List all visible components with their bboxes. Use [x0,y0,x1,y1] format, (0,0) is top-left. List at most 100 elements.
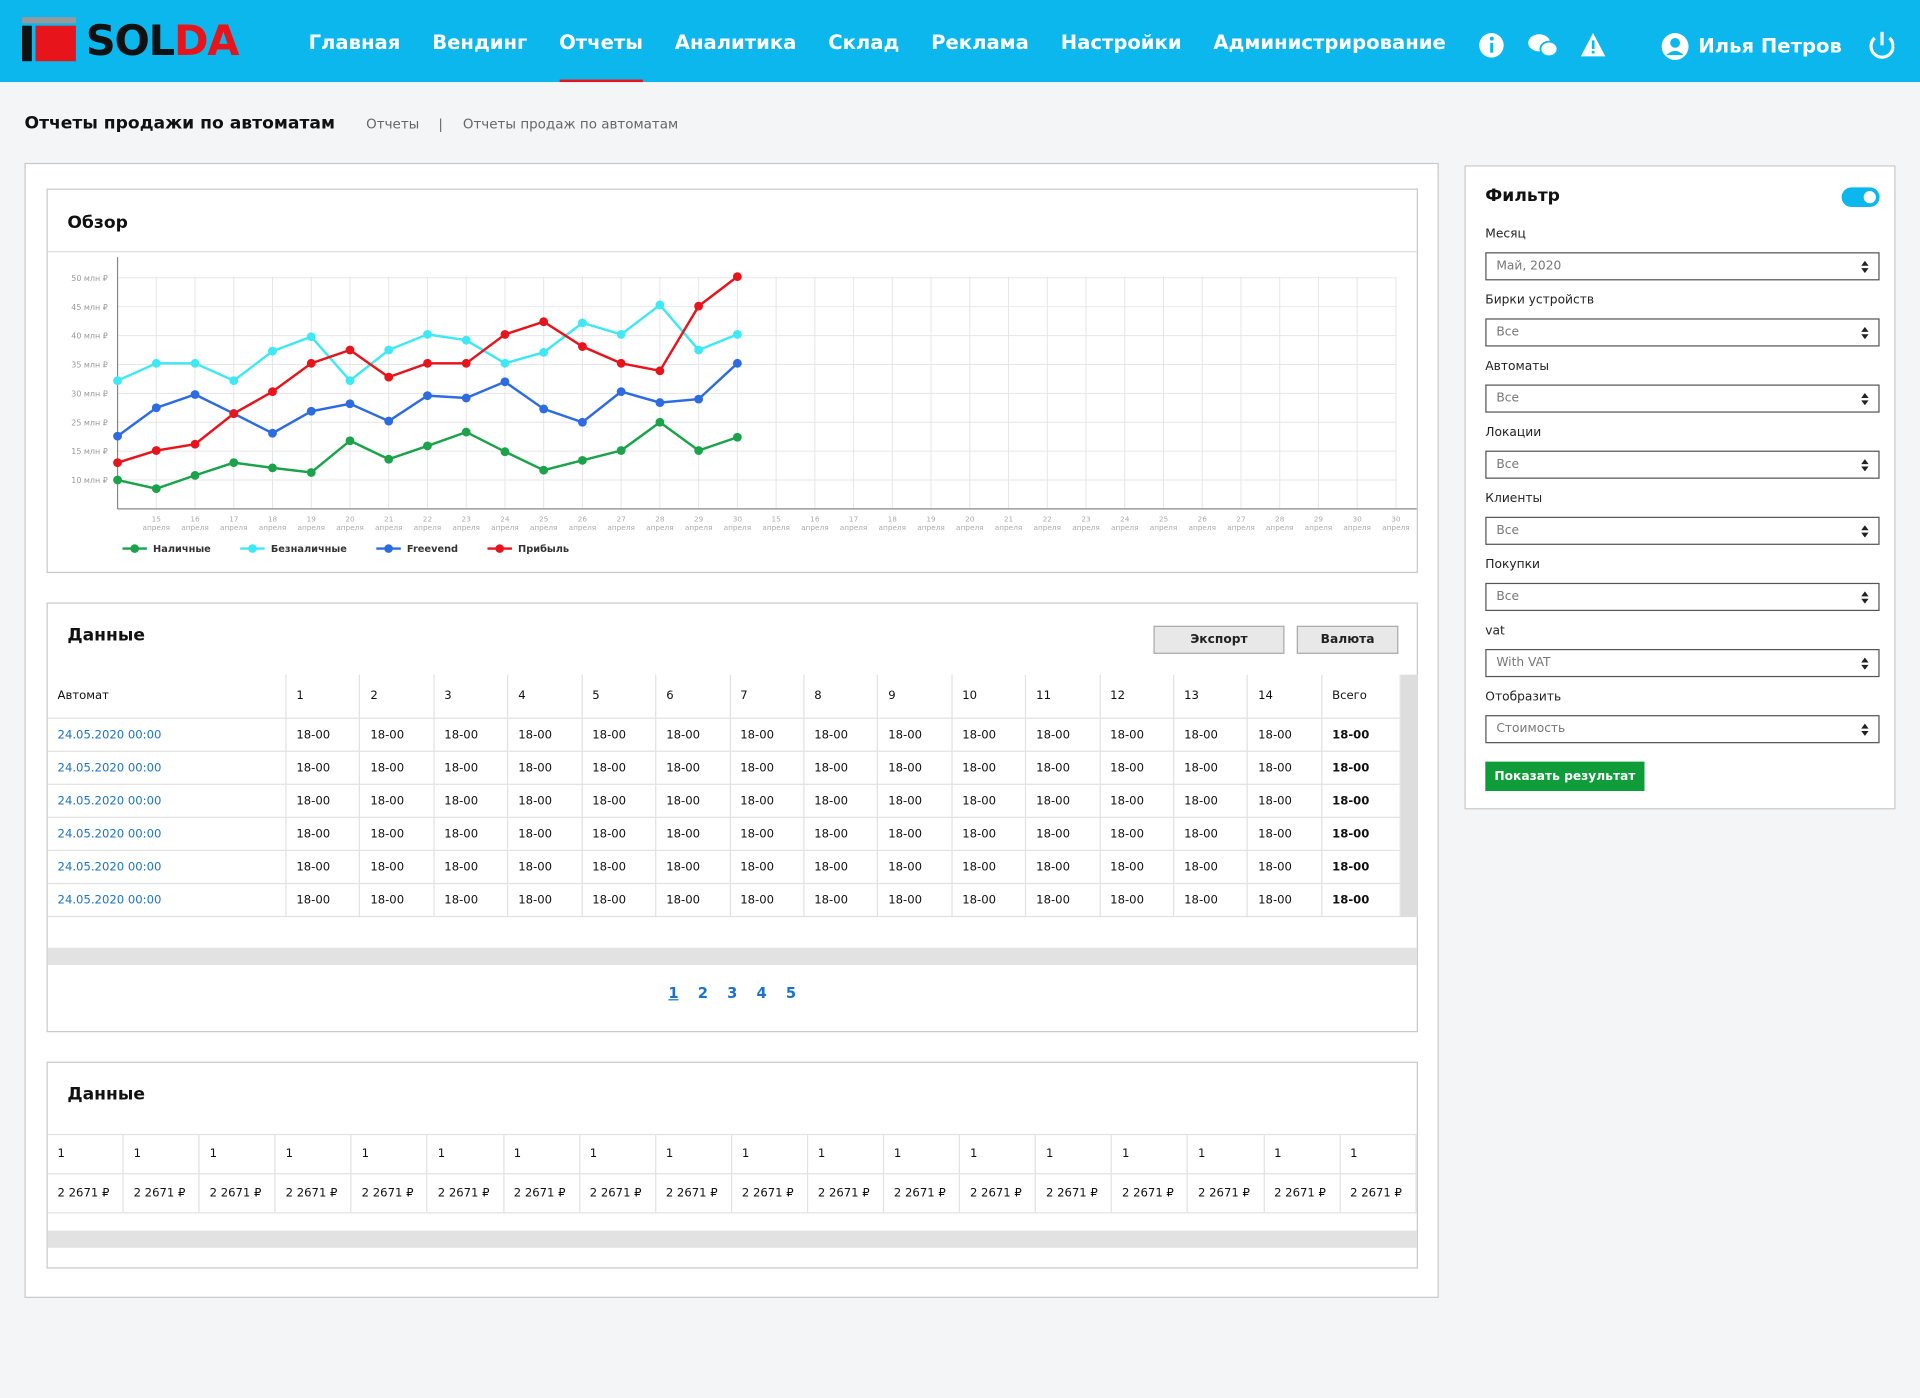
currency-button[interactable]: Валюта [1296,625,1399,654]
table-cell: 2 2671 ₽ [579,1174,657,1214]
data-point [113,458,122,468]
select[interactable]: Все [1485,582,1880,612]
table-cell: 18-00 [1174,817,1249,852]
table-cell: 18-00 [286,718,361,752]
nav-item[interactable]: Вендинг [432,30,528,54]
row-link[interactable]: 24.05.2020 00:00 [47,817,287,852]
nav-item[interactable]: Отчеты [559,31,644,83]
data-point [578,455,587,465]
x-tick-label: 18 [268,515,278,524]
data-point [345,436,355,446]
data-point [384,416,394,426]
page-link[interactable]: 2 [697,984,708,1002]
nav-item[interactable]: Склад [828,30,900,54]
data-point [384,372,394,382]
x-tick-label: 27 [616,515,626,524]
table-cell: 18-00 [952,884,1027,918]
row-link[interactable]: 24.05.2020 00:00 [47,784,287,818]
table-cell: 18-00 [878,718,953,752]
data-point [306,358,316,368]
page-link[interactable]: 1 [668,984,679,1002]
scrollbar[interactable] [47,1230,1417,1248]
row-link[interactable]: 24.05.2020 00:00 [47,884,287,918]
scrollbar[interactable] [1400,674,1418,918]
x-tick-sublabel: апреля [801,523,829,532]
table-cell: 18-00 [1026,817,1101,852]
table-cell: 2 2671 ₽ [427,1174,504,1214]
nav-item[interactable]: Настройки [1060,30,1182,54]
data-point [732,272,742,282]
page-link[interactable]: 3 [727,984,738,1002]
table-cell: 1 [732,1135,809,1175]
row-link[interactable]: 24.05.2020 00:00 [47,751,287,785]
select[interactable]: Все [1485,450,1880,479]
table-cell: 18-00 [952,784,1027,818]
table-cell: 18-00 [730,751,805,785]
x-tick-sublabel: апреля [1382,523,1410,532]
table-cell: 18-00 [1174,751,1249,785]
table-cell: 18-00 [878,751,953,785]
row-link[interactable]: 24.05.2020 00:00 [47,718,287,752]
select-value: Все [1496,391,1519,406]
select[interactable]: Все [1485,516,1880,545]
nav-item[interactable]: Аналитика [674,30,797,54]
x-tick-label: 19 [307,515,317,524]
x-tick-sublabel: апреля [1227,523,1255,532]
nav-item[interactable]: Администрирование [1213,30,1446,54]
select[interactable]: With VAT [1485,648,1880,678]
select-arrows [1861,260,1869,274]
table-cell: 18-00 [286,784,361,818]
table-cell: 1 [1264,1135,1341,1175]
table-cell: 18-00 [804,817,879,852]
data-point [151,484,161,494]
data-point [345,376,355,386]
legend-item: Безналичные [240,544,347,555]
table-cell: 18-00 [952,817,1027,852]
row-link[interactable]: 24.05.2020 00:00 [47,851,287,885]
table-cell: 1 [351,1135,428,1175]
table-cell: 18-00 [1100,784,1175,818]
logo[interactable]: SOLDA [86,17,240,66]
filter-toggle[interactable] [1841,187,1880,207]
x-tick-sublabel: апреля [917,523,945,532]
table-cell: 2 2671 ₽ [47,1174,124,1214]
card-title: Данные [67,625,146,646]
x-tick-sublabel: апреля [143,523,171,532]
select[interactable]: Стоимость [1485,715,1880,744]
select[interactable]: Все [1485,384,1880,413]
export-button[interactable]: Экспорт [1153,625,1285,654]
page-link[interactable]: 5 [785,984,797,1002]
nav-item[interactable]: Главная [308,30,401,54]
data-point [151,403,161,413]
x-tick-sublabel: апреля [220,523,248,532]
data-point [500,330,510,339]
table-cell: 18-00 [1174,851,1249,885]
select[interactable]: Все [1485,318,1880,347]
table-cell: 18-00 [582,817,657,852]
user-name[interactable]: Илья Петров [1698,34,1842,58]
column-header: 9 [878,674,953,719]
submit-button[interactable]: Показать результат [1485,761,1645,792]
table-cell: 2 2671 ₽ [1188,1174,1265,1214]
x-tick-sublabel: апреля [1033,523,1061,532]
nav-item[interactable]: Реклама [931,30,1029,54]
x-tick-sublabel: апреля [1343,523,1371,532]
table-cell: 18-00 [360,751,435,785]
page-link[interactable]: 4 [756,984,767,1002]
scrollbar[interactable] [47,947,1417,965]
breadcrumb-item[interactable]: Отчеты [366,116,420,133]
table-cell: 1 [275,1135,352,1175]
table-cell: 18-00 [582,884,657,918]
table-cell: 18-00 [730,718,805,752]
table-cell: 18-00 [878,817,953,852]
data-point [578,417,587,427]
select[interactable]: Май, 2020 [1485,252,1880,281]
column-header: 4 [508,674,583,719]
data-point [539,347,549,357]
table-cell: 2 2671 ₽ [808,1174,885,1214]
data-table: Автомат 1 2 3 4 5 6 7 8 9 10 11 12 13 14 Всего 24.05.202… [47,674,1401,918]
